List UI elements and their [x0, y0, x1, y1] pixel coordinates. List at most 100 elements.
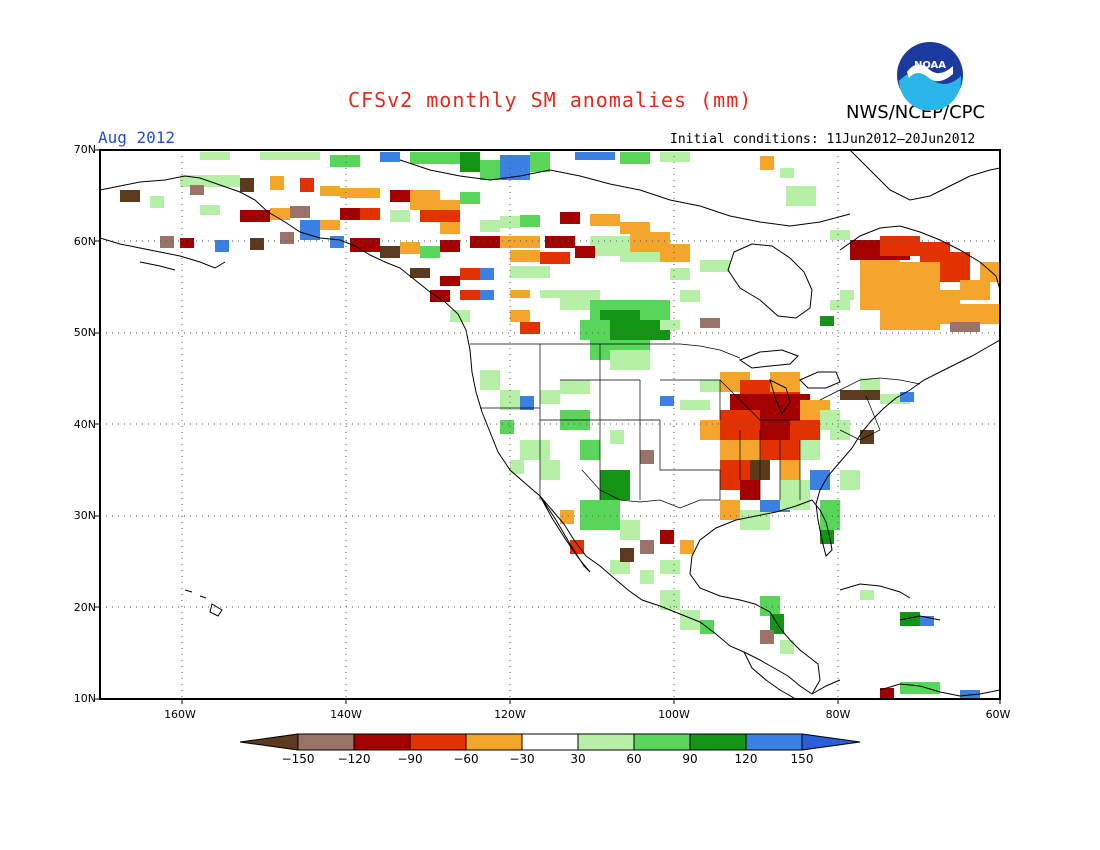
- colorbar-swatch: [409, 733, 467, 751]
- anomaly-cell: [620, 548, 634, 562]
- anomaly-cell: [660, 530, 674, 544]
- anomaly-cell: [770, 372, 800, 392]
- month-label: Aug 2012: [98, 128, 176, 147]
- anomaly-cell: [660, 590, 680, 610]
- anomaly-cell: [240, 210, 270, 222]
- anomaly-cell: [200, 152, 230, 160]
- anomaly-cell: [590, 236, 630, 256]
- anomaly-cell: [920, 616, 934, 626]
- anomaly-cell: [330, 155, 360, 167]
- chart-title: CFSv2 monthly SM anomalies (mm): [348, 88, 753, 112]
- anomaly-cell: [680, 610, 700, 630]
- anomaly-cell: [575, 152, 615, 160]
- anomaly-cell: [350, 238, 380, 252]
- anomaly-cell: [150, 196, 164, 208]
- anomaly-cell: [410, 152, 460, 164]
- anomaly-cell: [520, 440, 550, 460]
- lat-label-20n: 20N: [73, 601, 96, 614]
- colorbar-label-60: 60: [626, 752, 642, 766]
- anomaly-cell: [900, 612, 920, 626]
- anomaly-cell: [510, 250, 540, 262]
- anomaly-cell: [460, 192, 480, 204]
- anomaly-cell: [940, 304, 1000, 324]
- colorbar-label-m90: −90: [397, 752, 423, 766]
- colorbar-swatch: [297, 733, 355, 751]
- anomaly-cell: [610, 350, 650, 370]
- lon-label-140w: 140W: [330, 708, 362, 721]
- anomaly-cell: [640, 570, 654, 584]
- anomaly-cell: [760, 630, 774, 644]
- anomaly-cell: [420, 210, 460, 222]
- anomaly-cell: [440, 222, 460, 234]
- anomaly-cell: [720, 500, 740, 520]
- anomaly-cell: [660, 396, 674, 406]
- anomaly-cell: [430, 290, 450, 302]
- anomaly-cell: [320, 220, 340, 230]
- anomaly-cell: [510, 266, 550, 278]
- anomaly-cell: [215, 240, 229, 252]
- colorbar-swatch: [633, 733, 691, 751]
- anomaly-cell: [900, 392, 914, 402]
- anomaly-cell: [620, 320, 670, 340]
- anomaly-cell: [580, 500, 620, 530]
- anomaly-cell: [390, 210, 410, 222]
- anomaly-cell: [790, 420, 820, 440]
- anomaly-cell: [760, 156, 774, 170]
- agency-label: NWS/NCEP/CPC: [846, 102, 986, 123]
- anomaly-cell: [840, 470, 860, 490]
- anomaly-cell: [300, 220, 320, 240]
- anomaly-cell: [680, 540, 694, 554]
- anomaly-cell: [820, 316, 834, 326]
- anomaly-cell: [670, 268, 690, 280]
- colorbar-label-120: 120: [734, 752, 758, 766]
- anomaly-cell: [660, 244, 690, 262]
- anomaly-cell: [560, 212, 580, 224]
- anomaly-cell: [960, 690, 980, 698]
- anomaly-cell: [500, 236, 540, 248]
- anomaly-cell: [510, 310, 530, 322]
- lon-label-100w: 100W: [658, 708, 690, 721]
- colorbar-label-m60: −60: [453, 752, 479, 766]
- axis-ticks: [95, 149, 1001, 704]
- anomaly-cell: [880, 236, 920, 256]
- anomaly-cell: [340, 188, 380, 198]
- anomaly-cell: [560, 380, 590, 394]
- anomaly-cell: [540, 252, 570, 264]
- anomaly-cell: [160, 236, 174, 248]
- lat-label-70n: 70N: [73, 143, 96, 156]
- colorbar-swatch: [577, 733, 635, 751]
- anomaly-cell: [480, 268, 494, 280]
- anomaly-cell: [340, 208, 360, 220]
- noaa-logo-text: NOAA: [914, 60, 946, 71]
- anomaly-cell: [290, 206, 310, 218]
- anomaly-cell: [600, 470, 630, 500]
- anomaly-cell: [840, 390, 880, 400]
- anomaly-cell: [480, 220, 500, 232]
- anomaly-cell: [470, 236, 500, 248]
- anomaly-cell: [840, 290, 854, 300]
- anomaly-cell: [360, 208, 380, 220]
- anomaly-cell: [320, 186, 340, 196]
- anomaly-cell: [610, 560, 630, 574]
- anomaly-cell: [680, 290, 700, 302]
- colorbar-swatch: [689, 733, 747, 751]
- anomaly-cell: [680, 400, 710, 410]
- anomaly-cell: [480, 370, 500, 390]
- anomaly-cell: [700, 318, 720, 328]
- anomaly-cell: [200, 205, 220, 215]
- anomaly-cell: [240, 178, 254, 192]
- anomaly-cell: [520, 396, 534, 410]
- anomaly-cell: [540, 460, 560, 480]
- colorbar-arrow-right: [801, 733, 861, 751]
- anomaly-cell: [300, 178, 314, 192]
- anomaly-cell: [545, 236, 575, 248]
- anomaly-cell: [380, 246, 400, 258]
- initial-conditions-label: Initial conditions: 11Jun2012–20Jun2012: [670, 132, 976, 147]
- anomaly-cell: [450, 310, 470, 322]
- anomaly-cell: [660, 560, 680, 574]
- anomaly-cell: [620, 222, 650, 234]
- anomaly-cell: [786, 186, 816, 206]
- anomaly-cell: [640, 300, 670, 320]
- anomaly-cell: [440, 276, 460, 286]
- anomaly-cell: [640, 450, 654, 464]
